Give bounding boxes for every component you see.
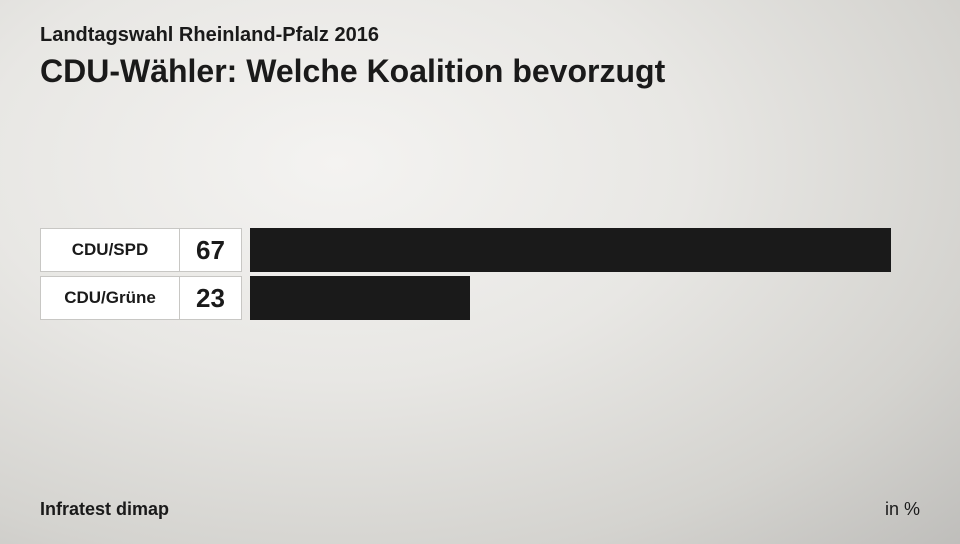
bar-label: CDU/SPD xyxy=(40,228,180,272)
bar-fill xyxy=(250,276,470,320)
source-label: Infratest dimap xyxy=(40,499,169,520)
unit-label: in % xyxy=(885,499,920,520)
bar-row: CDU/Grüne 23 xyxy=(40,276,920,320)
supertitle: Landtagswahl Rheinland-Pfalz 2016 xyxy=(40,24,960,47)
chart-header: Landtagswahl Rheinland-Pfalz 2016 CDU-Wä… xyxy=(0,0,960,90)
bar-fill xyxy=(250,228,891,272)
bar-value: 23 xyxy=(180,276,242,320)
bar-track xyxy=(250,276,920,320)
chart-title: CDU-Wähler: Welche Koalition bevorzugt xyxy=(40,53,960,90)
chart-area: CDU/SPD 67 CDU/Grüne 23 xyxy=(40,228,920,324)
bar-value: 67 xyxy=(180,228,242,272)
bar-track xyxy=(250,228,920,272)
bar-row: CDU/SPD 67 xyxy=(40,228,920,272)
chart-footer: Infratest dimap in % xyxy=(40,499,920,520)
bar-label: CDU/Grüne xyxy=(40,276,180,320)
